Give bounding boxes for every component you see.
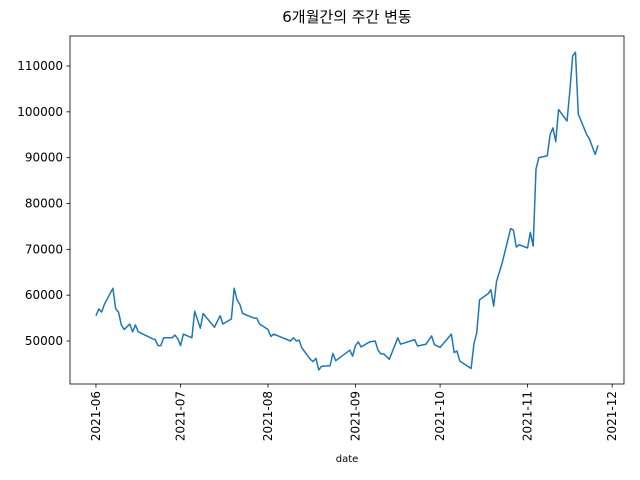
chart-title: 6개월간의 주간 변동 <box>282 8 412 26</box>
x-tick-label: 2021-10 <box>433 391 447 441</box>
y-tick-label: 110000 <box>17 59 63 73</box>
y-tick-label: 80000 <box>25 196 63 210</box>
y-tick-label: 60000 <box>25 288 63 302</box>
x-tick-label: 2021-12 <box>605 391 619 441</box>
y-tick-label: 100000 <box>17 105 63 119</box>
x-tick-label: 2021-11 <box>521 391 535 441</box>
y-tick-label: 90000 <box>25 151 63 165</box>
y-tick-label: 70000 <box>25 242 63 256</box>
x-tick-label: 2021-08 <box>261 391 275 441</box>
plot-frame <box>69 35 625 385</box>
x-tick-label: 2021-09 <box>348 391 362 441</box>
x-tick-label: 2021-06 <box>89 391 103 441</box>
x-tick-label: 2021-07 <box>174 391 188 441</box>
line-series <box>95 51 599 371</box>
y-tick-label: 50000 <box>25 334 63 348</box>
x-axis-label: date <box>336 454 359 465</box>
